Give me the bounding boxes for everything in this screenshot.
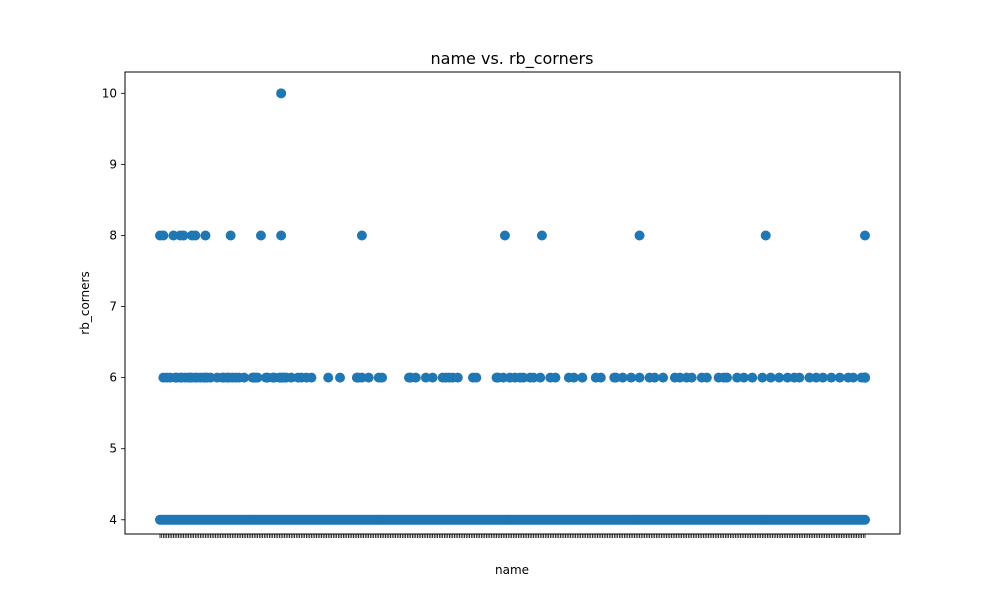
scatter-point: [255, 230, 266, 241]
scatter-point: [817, 372, 828, 383]
y-tick-label: 4: [109, 513, 117, 527]
scatter-point: [860, 372, 870, 383]
scatter-point: [200, 230, 211, 241]
scatter-point: [499, 230, 510, 241]
scatter-point: [658, 372, 669, 383]
scatter-point: [794, 372, 805, 383]
chart-title: name vs. rb_corners: [431, 49, 594, 69]
scatter-point: [377, 372, 388, 383]
scatter-point: [649, 372, 660, 383]
scatter-point: [701, 372, 712, 383]
scatter-point: [595, 372, 606, 383]
scatter-point: [747, 372, 758, 383]
scatter-point: [335, 372, 346, 383]
scatter-point: [239, 372, 250, 383]
scatter-point: [452, 372, 463, 383]
scatter-point: [225, 230, 236, 241]
scatter-point: [363, 372, 374, 383]
scatter-point: [356, 230, 367, 241]
scatter-point: [536, 230, 547, 241]
scatter-point: [860, 514, 870, 525]
x-axis-label: name: [495, 563, 529, 577]
plot-frame: [124, 71, 901, 535]
scatter-point: [410, 372, 421, 383]
scatter-point: [860, 230, 870, 241]
scatter-point: [834, 372, 845, 383]
scatter-point: [178, 230, 189, 241]
scatter-point: [158, 230, 169, 241]
y-axis-label: rb_corners: [78, 271, 92, 334]
scatter-point: [577, 372, 588, 383]
x-axis-ticks: [159, 534, 866, 538]
scatter-point: [568, 372, 579, 383]
scatter-point: [765, 372, 776, 383]
scatter-point: [738, 372, 749, 383]
scatter-point: [826, 372, 837, 383]
scatter-point: [276, 230, 287, 241]
scatter-point: [760, 230, 771, 241]
y-tick-label: 6: [109, 371, 117, 385]
scatter-point: [626, 372, 637, 383]
scatter-point: [634, 372, 645, 383]
scatter-point: [306, 372, 317, 383]
y-tick-label: 10: [102, 86, 117, 100]
scatter-point: [535, 372, 546, 383]
scatter-point: [190, 230, 201, 241]
scatter-point: [471, 372, 482, 383]
y-tick-label: 5: [109, 442, 117, 456]
scatter-point: [634, 230, 645, 241]
y-tick-label: 7: [109, 300, 117, 314]
scatter-point: [774, 372, 785, 383]
scatter-point: [276, 88, 287, 99]
scatter-point: [323, 372, 334, 383]
scatter-point: [550, 372, 561, 383]
y-tick-label: 8: [109, 228, 117, 242]
scatter-point: [686, 372, 697, 383]
scatter-point: [427, 372, 438, 383]
scatter-point: [252, 372, 263, 383]
y-axis-ticks: 4 5 6 7 8 9 10: [102, 86, 125, 527]
y-tick-label: 9: [109, 157, 117, 171]
scatter-point: [617, 372, 628, 383]
scatter-points: [155, 88, 870, 525]
scatter-point: [848, 372, 859, 383]
scatter-point: [722, 372, 733, 383]
scatter-point: [757, 372, 768, 383]
